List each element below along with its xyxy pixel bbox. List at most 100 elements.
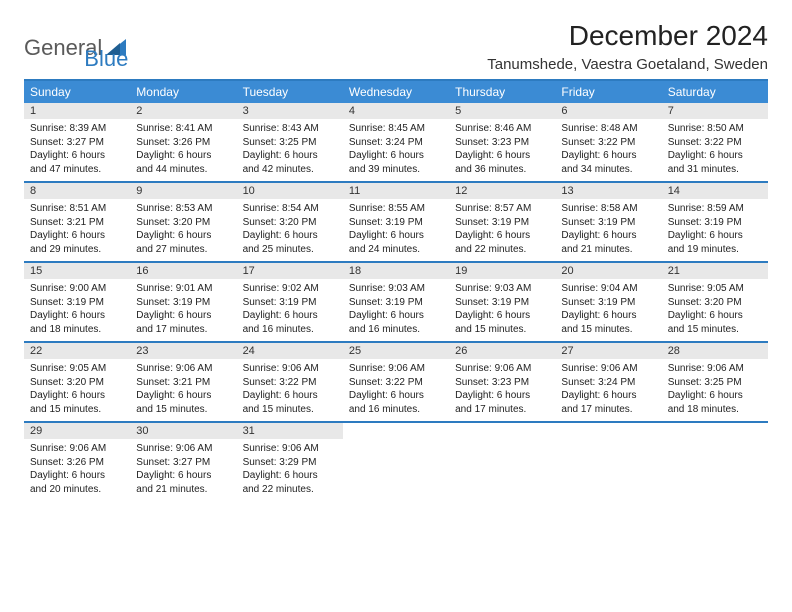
sunset-text: Sunset: 3:27 PM <box>136 456 230 470</box>
daylight-text: Daylight: 6 hours <box>30 149 124 163</box>
calendar-day-cell: 3Sunrise: 8:43 AMSunset: 3:25 PMDaylight… <box>237 103 343 181</box>
day-details: Sunrise: 9:06 AMSunset: 3:24 PMDaylight:… <box>555 359 661 421</box>
sunset-text: Sunset: 3:23 PM <box>455 376 549 390</box>
day-number: 2 <box>130 103 236 119</box>
calendar-day-cell: 1Sunrise: 8:39 AMSunset: 3:27 PMDaylight… <box>24 103 130 181</box>
daylight-text: Daylight: 6 hours <box>136 389 230 403</box>
calendar-day-cell: 29Sunrise: 9:06 AMSunset: 3:26 PMDayligh… <box>24 423 130 501</box>
day-details: Sunrise: 9:06 AMSunset: 3:21 PMDaylight:… <box>130 359 236 421</box>
daylight-text: Daylight: 6 hours <box>30 469 124 483</box>
sunrise-text: Sunrise: 8:43 AM <box>243 122 337 136</box>
sunrise-text: Sunrise: 9:06 AM <box>136 362 230 376</box>
daylight-text: and 15 minutes. <box>243 403 337 417</box>
calendar-day-cell <box>555 423 661 501</box>
calendar-week-row: 15Sunrise: 9:00 AMSunset: 3:19 PMDayligh… <box>24 263 768 343</box>
logo-text-blue: Blue <box>84 46 128 72</box>
day-number: 25 <box>343 343 449 359</box>
sunrise-text: Sunrise: 8:59 AM <box>668 202 762 216</box>
daylight-text: and 16 minutes. <box>349 323 443 337</box>
sunset-text: Sunset: 3:22 PM <box>668 136 762 150</box>
sunset-text: Sunset: 3:29 PM <box>243 456 337 470</box>
day-number: 27 <box>555 343 661 359</box>
day-details: Sunrise: 8:57 AMSunset: 3:19 PMDaylight:… <box>449 199 555 261</box>
daylight-text: Daylight: 6 hours <box>30 309 124 323</box>
calendar-day-cell: 2Sunrise: 8:41 AMSunset: 3:26 PMDaylight… <box>130 103 236 181</box>
day-details: Sunrise: 8:43 AMSunset: 3:25 PMDaylight:… <box>237 119 343 181</box>
weekday-header: Friday <box>555 81 661 103</box>
logo: General Blue <box>24 24 128 72</box>
daylight-text: and 17 minutes. <box>136 323 230 337</box>
day-number: 10 <box>237 183 343 199</box>
day-number: 11 <box>343 183 449 199</box>
day-number: 31 <box>237 423 343 439</box>
day-details: Sunrise: 8:59 AMSunset: 3:19 PMDaylight:… <box>662 199 768 261</box>
daylight-text: Daylight: 6 hours <box>349 229 443 243</box>
day-number: 12 <box>449 183 555 199</box>
weekday-header: Wednesday <box>343 81 449 103</box>
title-block: December 2024 Tanumshede, Vaestra Goetal… <box>487 20 768 73</box>
calendar-day-cell: 5Sunrise: 8:46 AMSunset: 3:23 PMDaylight… <box>449 103 555 181</box>
sunrise-text: Sunrise: 9:04 AM <box>561 282 655 296</box>
sunrise-text: Sunrise: 8:55 AM <box>349 202 443 216</box>
daylight-text: and 18 minutes. <box>668 403 762 417</box>
daylight-text: and 24 minutes. <box>349 243 443 257</box>
sunrise-text: Sunrise: 8:48 AM <box>561 122 655 136</box>
daylight-text: and 15 minutes. <box>561 323 655 337</box>
daylight-text: Daylight: 6 hours <box>668 149 762 163</box>
daylight-text: Daylight: 6 hours <box>455 389 549 403</box>
daylight-text: Daylight: 6 hours <box>561 309 655 323</box>
day-details: Sunrise: 9:05 AMSunset: 3:20 PMDaylight:… <box>662 279 768 341</box>
sunrise-text: Sunrise: 9:01 AM <box>136 282 230 296</box>
daylight-text: and 34 minutes. <box>561 163 655 177</box>
sunset-text: Sunset: 3:24 PM <box>349 136 443 150</box>
daylight-text: and 22 minutes. <box>243 483 337 497</box>
sunrise-text: Sunrise: 9:02 AM <box>243 282 337 296</box>
sunrise-text: Sunrise: 9:06 AM <box>561 362 655 376</box>
calendar-day-cell: 25Sunrise: 9:06 AMSunset: 3:22 PMDayligh… <box>343 343 449 421</box>
daylight-text: and 27 minutes. <box>136 243 230 257</box>
day-details: Sunrise: 9:06 AMSunset: 3:26 PMDaylight:… <box>24 439 130 501</box>
daylight-text: Daylight: 6 hours <box>136 229 230 243</box>
calendar-day-cell: 16Sunrise: 9:01 AMSunset: 3:19 PMDayligh… <box>130 263 236 341</box>
day-details: Sunrise: 8:41 AMSunset: 3:26 PMDaylight:… <box>130 119 236 181</box>
sunset-text: Sunset: 3:22 PM <box>243 376 337 390</box>
sunrise-text: Sunrise: 9:06 AM <box>243 442 337 456</box>
day-number: 15 <box>24 263 130 279</box>
daylight-text: Daylight: 6 hours <box>561 389 655 403</box>
sunrise-text: Sunrise: 8:51 AM <box>30 202 124 216</box>
daylight-text: Daylight: 6 hours <box>668 309 762 323</box>
sunset-text: Sunset: 3:19 PM <box>668 216 762 230</box>
month-title: December 2024 <box>487 20 768 52</box>
day-details: Sunrise: 8:39 AMSunset: 3:27 PMDaylight:… <box>24 119 130 181</box>
calendar-day-cell: 23Sunrise: 9:06 AMSunset: 3:21 PMDayligh… <box>130 343 236 421</box>
calendar-page: General Blue December 2024 Tanumshede, V… <box>0 0 792 521</box>
day-number: 20 <box>555 263 661 279</box>
daylight-text: Daylight: 6 hours <box>30 229 124 243</box>
daylight-text: and 17 minutes. <box>561 403 655 417</box>
calendar-day-cell <box>662 423 768 501</box>
daylight-text: Daylight: 6 hours <box>455 229 549 243</box>
sunrise-text: Sunrise: 8:41 AM <box>136 122 230 136</box>
day-details: Sunrise: 9:06 AMSunset: 3:23 PMDaylight:… <box>449 359 555 421</box>
sunset-text: Sunset: 3:26 PM <box>30 456 124 470</box>
day-number: 4 <box>343 103 449 119</box>
day-number: 17 <box>237 263 343 279</box>
day-number: 8 <box>24 183 130 199</box>
sunrise-text: Sunrise: 9:06 AM <box>349 362 443 376</box>
daylight-text: Daylight: 6 hours <box>668 229 762 243</box>
daylight-text: and 21 minutes. <box>561 243 655 257</box>
sunrise-text: Sunrise: 9:03 AM <box>349 282 443 296</box>
daylight-text: and 42 minutes. <box>243 163 337 177</box>
page-header: General Blue December 2024 Tanumshede, V… <box>24 20 768 73</box>
sunrise-text: Sunrise: 9:06 AM <box>243 362 337 376</box>
daylight-text: and 17 minutes. <box>455 403 549 417</box>
weekday-header: Saturday <box>662 81 768 103</box>
daylight-text: Daylight: 6 hours <box>136 149 230 163</box>
calendar-day-cell: 21Sunrise: 9:05 AMSunset: 3:20 PMDayligh… <box>662 263 768 341</box>
daylight-text: and 22 minutes. <box>455 243 549 257</box>
calendar-day-cell <box>449 423 555 501</box>
day-number: 16 <box>130 263 236 279</box>
day-details: Sunrise: 9:00 AMSunset: 3:19 PMDaylight:… <box>24 279 130 341</box>
daylight-text: and 21 minutes. <box>136 483 230 497</box>
daylight-text: Daylight: 6 hours <box>243 149 337 163</box>
